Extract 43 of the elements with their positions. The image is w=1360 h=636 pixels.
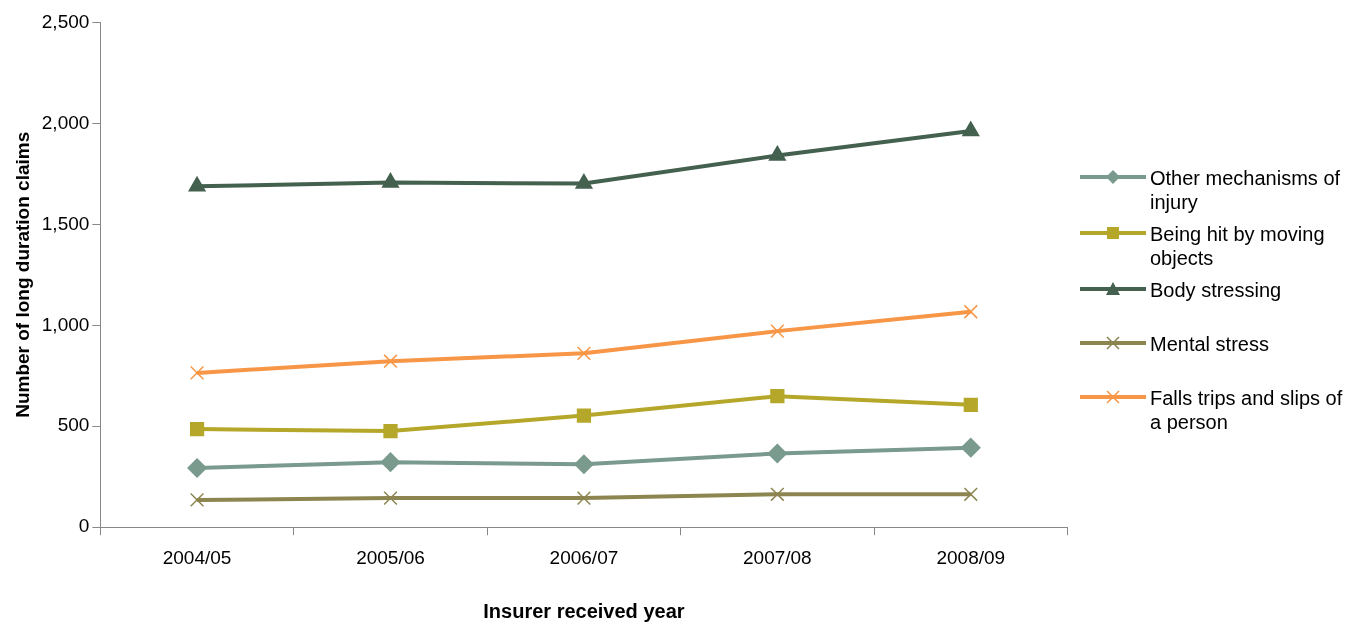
x-tick-label: 2004/05 (162, 546, 232, 568)
y-tick-label: 500 (57, 414, 90, 436)
point (574, 454, 594, 474)
y-tick-label: 1,500 (41, 212, 90, 234)
point (770, 389, 785, 404)
point (383, 491, 398, 506)
x-tick-label: 2006/07 (549, 546, 619, 568)
point (963, 487, 978, 502)
point (770, 324, 785, 339)
y-tick-label: 1,000 (41, 313, 90, 335)
point (576, 491, 592, 506)
legend-label: Mental stress (1150, 332, 1269, 356)
point (189, 421, 205, 437)
point (383, 423, 398, 439)
x-tick-label: 2005/06 (356, 546, 425, 568)
point (962, 121, 980, 137)
x-tick-label: 2008/09 (936, 546, 1006, 568)
legend-label: Being hit by moving objects (1150, 222, 1326, 270)
y-tick-label: 0 (78, 515, 90, 537)
point (963, 304, 978, 319)
point (189, 365, 205, 381)
y-tick-label: 2,000 (41, 111, 90, 133)
point (963, 397, 978, 412)
point (961, 437, 981, 458)
y-tick-label: 2,500 (41, 10, 90, 32)
point (383, 354, 398, 369)
point (188, 176, 206, 192)
point (380, 452, 401, 472)
point (576, 408, 592, 423)
x-axis-title: Insurer received year (483, 599, 685, 622)
legend-label: Body stressing (1150, 278, 1282, 302)
legend-label: Falls trips and slips of a person (1150, 386, 1344, 434)
point (575, 173, 593, 189)
x-tick-label: 2007/08 (743, 546, 812, 568)
y-axis-title: Number of long duration claims (11, 131, 33, 418)
point (770, 487, 785, 502)
point (189, 492, 205, 508)
point (768, 145, 786, 161)
legend-label: Other mechanisms of injury (1150, 166, 1342, 214)
point (381, 172, 400, 188)
point (767, 443, 788, 464)
point (187, 458, 207, 478)
point (576, 346, 592, 361)
